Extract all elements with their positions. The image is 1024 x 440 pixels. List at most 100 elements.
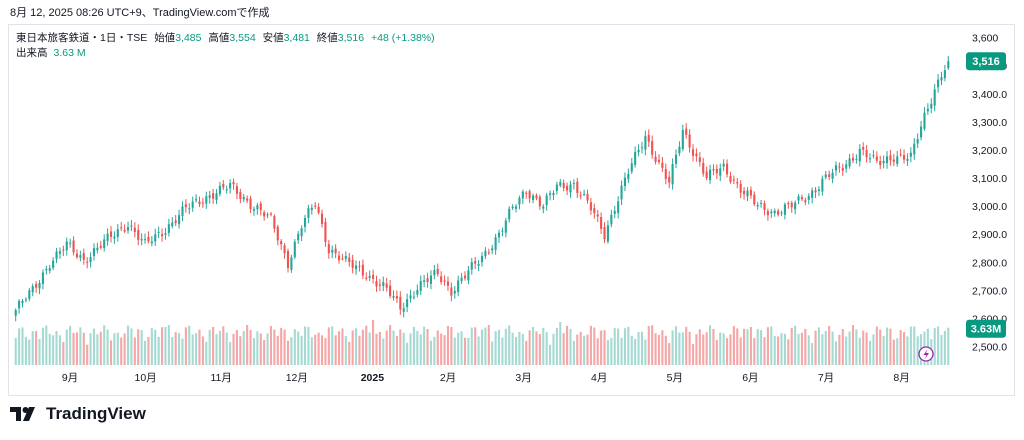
candle-body (617, 201, 620, 214)
legend-symbol: 東日本旅客鉄道・1日・TSE (16, 32, 148, 44)
volume-bar (497, 329, 501, 365)
candle-body (947, 61, 950, 69)
candle-body (337, 255, 341, 261)
volume-bar (569, 328, 572, 365)
volume-bar (879, 329, 882, 365)
candle-body (52, 260, 55, 268)
volume-bar (24, 336, 27, 365)
volume-bar (239, 336, 242, 365)
candle-body (657, 159, 661, 162)
candle-body (79, 255, 82, 258)
candle-body (487, 252, 490, 254)
candle-body (868, 158, 872, 160)
volume-bar (542, 328, 545, 365)
volume-bar (824, 331, 827, 365)
volume-bar (188, 325, 191, 365)
volume-bar (154, 329, 157, 365)
candle-body (41, 272, 44, 284)
volume-bar (851, 325, 855, 365)
candle-body (664, 169, 667, 180)
volume-bar (487, 325, 490, 365)
volume-bar (732, 326, 735, 365)
candle-body (55, 251, 58, 260)
volume-bar (147, 336, 150, 365)
candle-body (89, 257, 92, 263)
volume-bar (252, 338, 256, 365)
volume-bar (892, 339, 895, 365)
tradingview-brand[interactable]: TradingView (10, 404, 146, 424)
tradingview-logo-icon (10, 407, 35, 421)
legend-high: 3,554 (229, 32, 256, 44)
candle-body (688, 134, 691, 148)
volume-bar (691, 344, 695, 365)
candle-body (811, 190, 814, 198)
candle-body (634, 151, 637, 165)
volume-bar (191, 334, 194, 365)
candle-body (514, 206, 518, 209)
candle-body (497, 232, 501, 238)
candle-body (35, 283, 38, 288)
candle-body (865, 150, 868, 158)
candle-body (389, 285, 392, 297)
volume-bar (613, 328, 616, 365)
candle-body (535, 195, 538, 199)
candle-body (436, 268, 439, 275)
volume-bar (640, 331, 644, 365)
candle-body (446, 281, 450, 286)
candle-body (212, 193, 215, 199)
volume-bar (899, 330, 902, 365)
candle-body (630, 163, 633, 172)
chart-frame[interactable] (8, 24, 1015, 396)
volume-bar (99, 331, 102, 365)
volume-bar (426, 329, 429, 365)
candle-body (344, 256, 347, 259)
candle-body (753, 194, 756, 205)
candle-body (790, 202, 793, 208)
volume-bar (120, 337, 123, 365)
candle-body (763, 203, 766, 210)
volume-bar (320, 335, 324, 365)
candle-body (940, 77, 943, 81)
candle-body (930, 103, 933, 109)
volume-bar (269, 326, 273, 365)
volume-bar (365, 325, 368, 365)
volume-bar (395, 335, 398, 365)
candle-body (463, 275, 467, 279)
candle-body (96, 247, 99, 251)
candle-body (229, 183, 232, 189)
volume-bar (399, 329, 402, 365)
volume-bar (763, 337, 766, 365)
volume-bar (794, 325, 797, 365)
time-tick-label: 6月 (742, 372, 758, 384)
candle-body (909, 152, 912, 157)
candle-body (586, 193, 589, 201)
volume-bar (385, 330, 388, 365)
candle-body (756, 204, 759, 207)
candle-body (838, 166, 841, 168)
volume-bar (423, 326, 426, 365)
volume-bar (368, 332, 371, 365)
candle-body (848, 158, 851, 167)
candle-body (419, 280, 422, 291)
candle-body (38, 282, 41, 289)
candle-body (882, 160, 885, 164)
candle-body (402, 308, 405, 312)
chart-caption: 8月 12, 2025 08:26 UTC+9、TradingView.comで… (10, 7, 270, 19)
volume-bar (109, 340, 113, 365)
volume-bar (293, 329, 296, 365)
volume-bar (222, 326, 225, 365)
volume-bar (790, 327, 793, 365)
candle-body (99, 245, 102, 248)
candle-body (749, 189, 752, 196)
candle-body (661, 162, 664, 168)
candle-body (579, 195, 582, 197)
volume-bar (783, 333, 786, 365)
volume-bar (41, 327, 44, 365)
candle-body (729, 175, 732, 182)
volume-bar (157, 336, 160, 365)
volume-bar (21, 327, 24, 365)
volume-bar (770, 326, 773, 365)
volume-bar (668, 343, 671, 365)
legend-low-label: 安値 (262, 32, 284, 44)
